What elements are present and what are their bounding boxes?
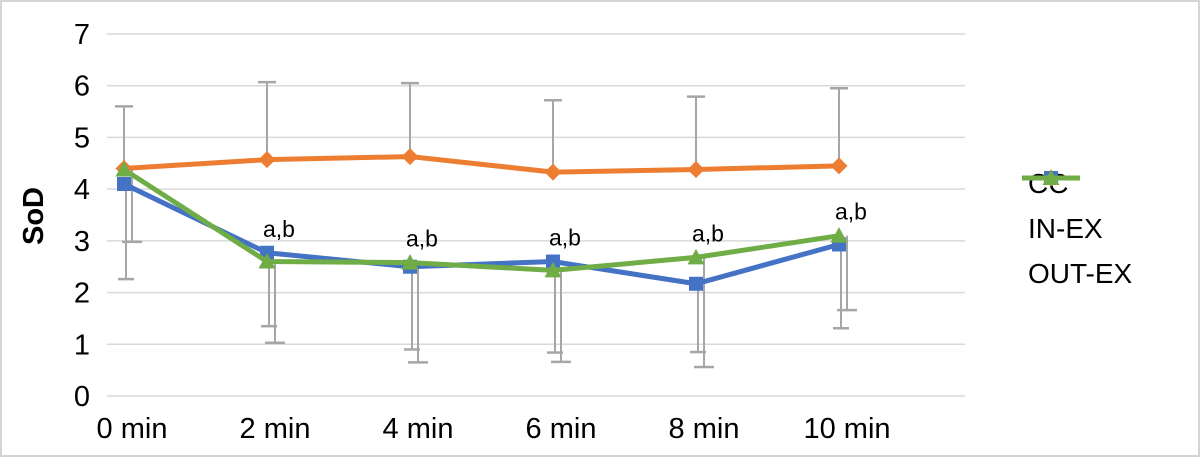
sig-label: a,b (692, 220, 724, 246)
y-tick-label: 3 (74, 226, 90, 258)
series-marker-in-ex (260, 245, 274, 260)
legend-marker-out-ex (1042, 169, 1060, 185)
series-marker-out-ex (401, 254, 419, 270)
series-marker-out-ex (115, 160, 133, 177)
y-tick-label: 7 (74, 19, 90, 51)
legend-item-in-ex: IN-EX (1022, 171, 1132, 244)
series-marker-in-ex (689, 276, 703, 291)
series-marker-in-ex (546, 254, 560, 269)
sig-label: a,b (549, 225, 581, 251)
x-tick-label: 8 min (669, 413, 740, 445)
legend-label: IN-EX (1028, 212, 1103, 244)
series-marker-cc (401, 148, 419, 166)
series-marker-cc (687, 160, 705, 178)
x-tick-label: 10 min (803, 413, 890, 445)
y-tick-label: 4 (74, 174, 90, 206)
series-marker-out-ex (687, 248, 705, 265)
y-axis-title: SoD (18, 187, 50, 245)
x-tick-label: 4 min (383, 413, 454, 445)
series-marker-out-ex (544, 261, 562, 278)
y-tick-label: 1 (74, 329, 90, 361)
x-tick-label: 2 min (240, 413, 311, 445)
series-line-cc (121, 154, 842, 175)
series-marker-out-ex (830, 227, 848, 243)
series-marker-in-ex (117, 176, 131, 191)
series-marker-cc (544, 163, 562, 181)
series-line-out-ex (121, 166, 842, 273)
series-marker-out-ex (258, 253, 276, 269)
y-tick-label: 6 (74, 71, 90, 103)
y-tick-label: 5 (74, 122, 90, 154)
series-marker-cc (258, 151, 276, 169)
y-tick-label: 0 (74, 381, 90, 413)
x-tick-label: 0 min (97, 413, 168, 445)
legend-item-out-ex: OUT-EX (1022, 169, 1133, 289)
sig-label: a,b (263, 216, 295, 242)
legend-label: OUT-EX (1028, 257, 1133, 289)
sig-label: a,b (835, 199, 867, 225)
sig-label: a,b (406, 226, 438, 252)
legend-triangle-icon (1022, 169, 1080, 185)
y-tick-label: 2 (74, 278, 90, 310)
x-tick-label: 6 min (526, 413, 597, 445)
series-marker-cc (830, 157, 848, 175)
